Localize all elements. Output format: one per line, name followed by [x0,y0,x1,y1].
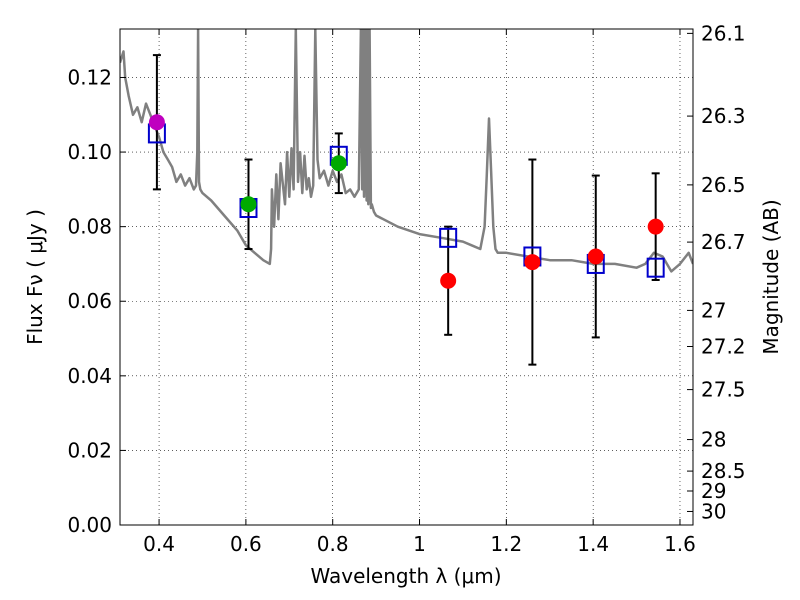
x-tick-label: 1.6 [664,532,696,556]
observed-point [524,254,541,271]
magnitude-tick-label: 28 [701,428,726,452]
observed-point [440,272,457,289]
magnitude-tick-label: 30 [701,499,726,523]
observed-point [330,155,347,172]
observed-point [647,218,664,235]
y-tick-label: 0.06 [67,289,112,313]
model-square-marker [646,257,665,278]
observed-point [240,196,257,213]
magnitude-tick-label: 26.5 [701,173,746,197]
x-tick-label: 1.4 [577,532,609,556]
sed-curve-group [120,29,693,273]
y-tick-label: 0.04 [67,364,112,388]
x-tick-label: 1.2 [490,532,522,556]
x-axis-label: Wavelength λ (μm) [310,564,501,588]
magnitude-tick-label: 26.3 [701,104,746,128]
x-tick-label: 1 [413,532,426,556]
observed-point [587,248,604,265]
model-square-marker [439,227,458,248]
magnitude-tick-label: 27.5 [701,378,746,402]
y-tick-label: 0.00 [67,513,112,537]
x-tick-label: 0.8 [317,532,349,556]
y-tick-label: 0.12 [67,65,112,89]
magnitude-tick-label: 27.2 [701,335,746,359]
x-ticks: 0.4 0.6 0.8 1 1.2 1.4 1.6 [143,29,696,556]
y-tick-label: 0.10 [67,140,112,164]
observed-point [148,114,165,131]
magnitude-tick-label: 29 [701,479,726,503]
y-ticks: 0.00 0.02 0.04 0.06 0.08 0.10 0.12 [67,65,126,537]
observed-points [148,114,664,289]
grid [120,29,693,526]
y-axis-label: Flux Fν ( μJy ) [23,209,47,345]
magnitude-tick-label: 26.1 [701,21,746,45]
magnitude-axis-label: Magnitude (AB) [759,199,783,354]
x-tick-label: 0.6 [230,532,262,556]
y-tick-label: 0.02 [67,438,112,462]
magnitude-tick-label: 26.7 [701,230,746,254]
sed-template-line [120,29,693,273]
magnitude-tick-label: 27 [701,298,726,322]
magnitude-tick-label: 28.5 [701,459,746,483]
x-tick-label: 0.4 [143,532,175,556]
plot-frame [119,28,694,526]
y-tick-label: 0.08 [67,215,112,239]
